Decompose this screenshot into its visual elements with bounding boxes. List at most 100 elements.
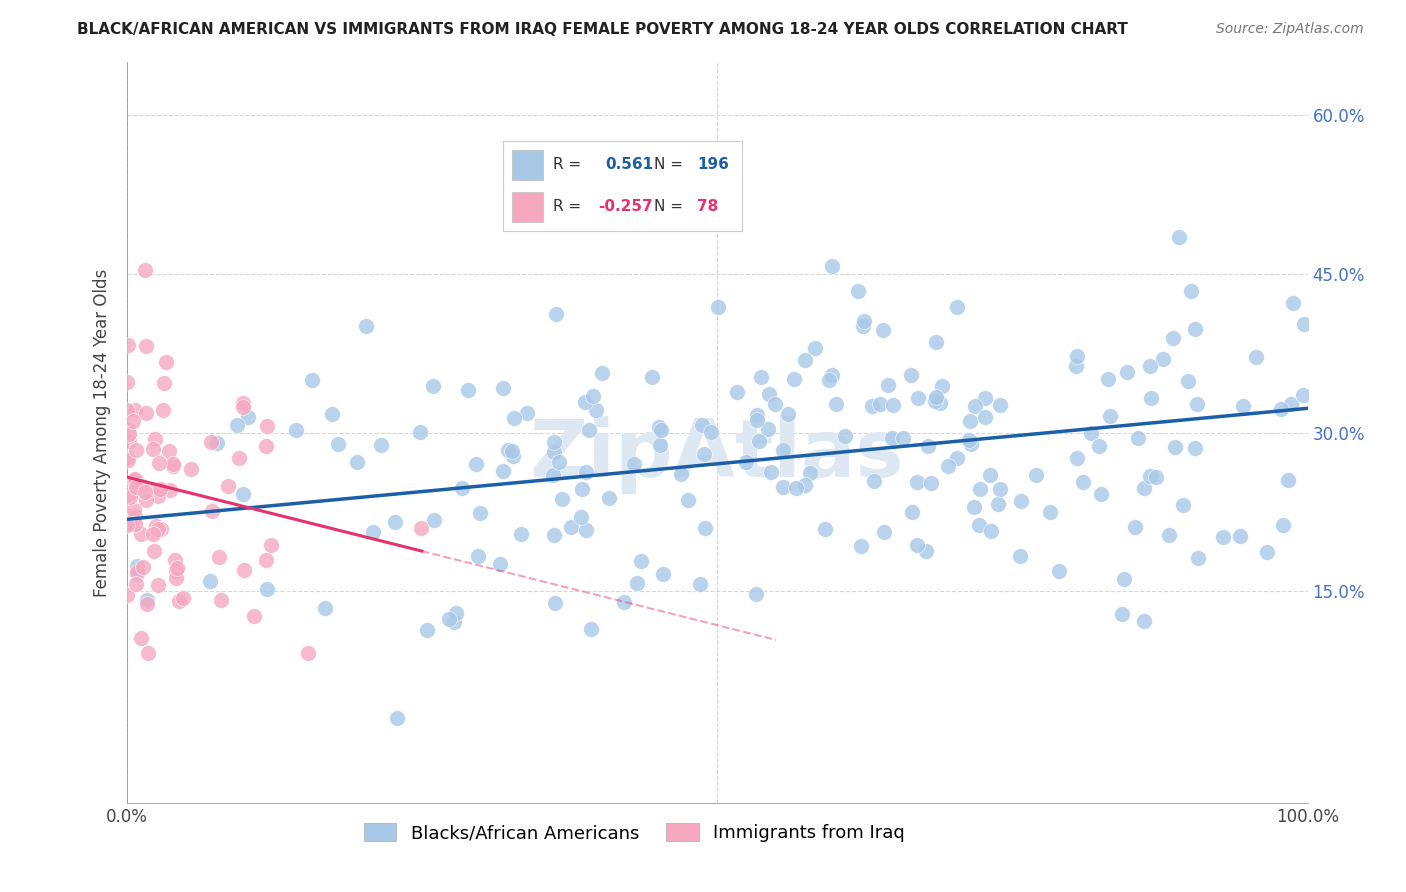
Point <box>640 370 662 384</box>
Point <box>118 490 141 504</box>
Point <box>690 418 713 433</box>
Point <box>1144 470 1167 484</box>
Point <box>297 647 319 661</box>
Point <box>162 457 184 471</box>
Point <box>321 407 343 421</box>
Point <box>873 525 896 540</box>
Point <box>124 509 146 524</box>
Point <box>510 526 533 541</box>
Point <box>907 392 929 406</box>
Point <box>650 438 672 452</box>
Point <box>575 466 598 480</box>
Point <box>516 406 538 420</box>
Point <box>1066 349 1088 363</box>
Point <box>1292 318 1315 332</box>
Point <box>468 506 491 520</box>
Text: 0.561: 0.561 <box>606 157 654 172</box>
Point <box>920 476 942 491</box>
Point <box>135 492 157 507</box>
Point <box>749 369 772 384</box>
Point <box>758 387 780 401</box>
Point <box>1152 351 1174 366</box>
Point <box>254 439 277 453</box>
Point <box>146 578 169 592</box>
Point <box>979 468 1001 483</box>
Point <box>134 484 156 499</box>
Point <box>409 425 432 439</box>
Point <box>153 376 176 391</box>
Point <box>834 429 856 443</box>
Point <box>314 600 336 615</box>
Point <box>502 449 524 463</box>
Point <box>901 505 924 519</box>
Point <box>501 444 523 458</box>
Point <box>117 338 139 352</box>
Point <box>141 527 163 541</box>
Point <box>925 390 948 404</box>
Point <box>124 403 146 417</box>
Point <box>492 464 515 478</box>
Point <box>1184 441 1206 455</box>
Point <box>689 576 711 591</box>
Point <box>1098 409 1121 424</box>
Point <box>232 564 254 578</box>
Point <box>630 554 652 568</box>
Text: Source: ZipAtlas.com: Source: ZipAtlas.com <box>1216 22 1364 37</box>
Point <box>260 538 283 552</box>
Point <box>143 433 166 447</box>
Point <box>124 471 146 485</box>
Point <box>1073 475 1095 489</box>
Point <box>1161 331 1184 345</box>
Legend: Blacks/African Americans, Immigrants from Iraq: Blacks/African Americans, Immigrants fro… <box>357 815 912 849</box>
Point <box>166 561 188 575</box>
Point <box>208 549 231 564</box>
Point <box>162 458 184 473</box>
Point <box>814 522 837 536</box>
Point <box>1049 565 1071 579</box>
Point <box>963 500 986 515</box>
Text: R =: R = <box>553 199 581 214</box>
Text: N =: N = <box>654 157 683 172</box>
Point <box>1008 549 1031 564</box>
Point <box>1116 365 1139 379</box>
Point <box>134 263 156 277</box>
Point <box>492 381 515 395</box>
Point <box>198 574 221 588</box>
Point <box>1090 487 1112 501</box>
Text: 196: 196 <box>697 157 728 172</box>
Point <box>1282 296 1305 310</box>
Point <box>905 475 928 490</box>
Point <box>117 508 139 523</box>
Point <box>1184 322 1206 336</box>
Point <box>1168 230 1191 244</box>
Point <box>928 396 950 410</box>
Point <box>118 426 141 441</box>
Point <box>623 457 645 471</box>
Point <box>117 451 139 466</box>
Point <box>1229 528 1251 542</box>
Point <box>676 492 699 507</box>
Point <box>725 384 748 399</box>
Point <box>1126 431 1149 445</box>
Point <box>1177 375 1199 389</box>
Point <box>575 524 598 538</box>
Point <box>1111 607 1133 621</box>
Point <box>882 398 904 412</box>
Point <box>467 549 489 563</box>
Point <box>416 623 439 637</box>
Point <box>1244 350 1267 364</box>
Point <box>543 435 565 450</box>
Point <box>650 423 672 437</box>
Point <box>969 482 991 496</box>
Point <box>759 465 782 479</box>
Point <box>734 455 756 469</box>
Text: N =: N = <box>654 199 683 214</box>
Point <box>598 491 620 505</box>
Point <box>1292 388 1315 402</box>
Point <box>756 421 779 435</box>
Point <box>165 564 187 578</box>
Point <box>1010 493 1032 508</box>
Point <box>571 482 593 496</box>
Point <box>1212 530 1234 544</box>
Point <box>578 423 600 437</box>
